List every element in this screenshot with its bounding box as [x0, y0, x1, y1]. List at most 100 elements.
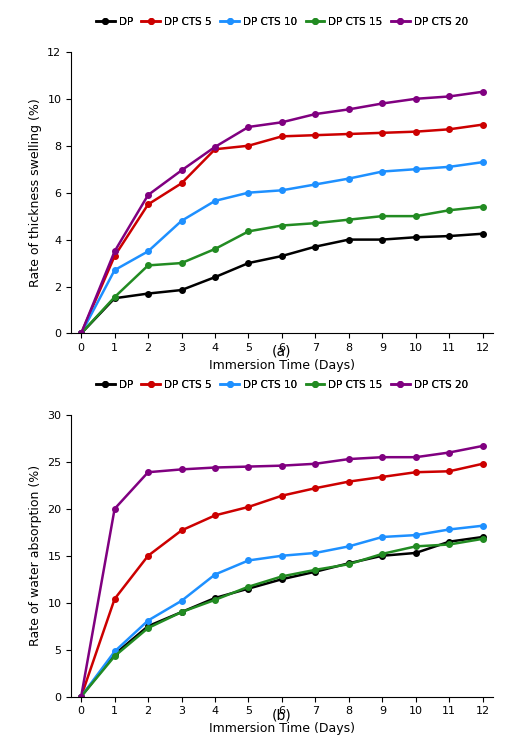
DP CTS 10 [446, 162, 452, 171]
DP CTS 15 [412, 212, 419, 221]
Line: DP CTS 15: DP CTS 15 [78, 536, 486, 700]
DP CTS 20 [178, 166, 184, 175]
DP [178, 608, 184, 617]
DP CTS 5 [346, 477, 352, 486]
DP CTS 5 [446, 467, 452, 476]
DP [145, 289, 151, 298]
DP CTS 20 [78, 329, 84, 338]
DP CTS 5 [212, 511, 218, 520]
DP CTS 20 [480, 87, 486, 96]
DP [145, 622, 151, 631]
DP CTS 20 [312, 110, 319, 119]
Line: DP CTS 5: DP CTS 5 [78, 461, 486, 700]
DP CTS 10 [212, 196, 218, 205]
DP CTS 15 [446, 540, 452, 549]
Line: DP CTS 5: DP CTS 5 [78, 122, 486, 336]
DP CTS 10 [212, 570, 218, 579]
DP CTS 10 [245, 556, 251, 565]
DP CTS 15 [346, 215, 352, 224]
DP CTS 20 [412, 453, 419, 462]
DP CTS 10 [312, 180, 319, 189]
DP CTS 20 [312, 459, 319, 468]
DP CTS 10 [412, 165, 419, 173]
DP CTS 15 [145, 261, 151, 270]
DP CTS 10 [412, 531, 419, 539]
DP CTS 20 [379, 99, 386, 108]
DP CTS 15 [279, 572, 285, 581]
DP CTS 5 [78, 692, 84, 701]
Legend: DP, DP CTS 5, DP CTS 10, DP CTS 15, DP CTS 20: DP, DP CTS 5, DP CTS 10, DP CTS 15, DP C… [91, 376, 472, 394]
DP [78, 692, 84, 701]
DP CTS 15 [312, 219, 319, 227]
DP CTS 20 [212, 142, 218, 151]
DP CTS 15 [279, 221, 285, 230]
DP [212, 594, 218, 602]
DP [379, 235, 386, 244]
DP CTS 5 [112, 252, 118, 261]
DP CTS 20 [412, 94, 419, 103]
DP CTS 10 [379, 167, 386, 176]
DP CTS 5 [412, 468, 419, 476]
DP CTS 5 [312, 484, 319, 493]
DP CTS 5 [480, 120, 486, 129]
DP CTS 5 [78, 329, 84, 338]
DP CTS 15 [78, 692, 84, 701]
DP CTS 5 [245, 142, 251, 150]
Line: DP CTS 10: DP CTS 10 [78, 159, 486, 336]
DP [78, 329, 84, 338]
DP CTS 5 [245, 502, 251, 511]
DP CTS 5 [112, 594, 118, 603]
DP CTS 5 [279, 491, 285, 500]
DP CTS 15 [112, 293, 118, 302]
DP CTS 10 [480, 521, 486, 530]
DP [312, 242, 319, 251]
DP [346, 559, 352, 568]
DP CTS 20 [446, 92, 452, 101]
DP CTS 15 [212, 596, 218, 605]
DP CTS 5 [212, 144, 218, 153]
Text: (a): (a) [272, 345, 292, 359]
Y-axis label: Rate of water absorption (%): Rate of water absorption (%) [29, 465, 42, 646]
Legend: DP, DP CTS 5, DP CTS 10, DP CTS 15, DP CTS 20: DP, DP CTS 5, DP CTS 10, DP CTS 15, DP C… [91, 13, 472, 31]
Line: DP: DP [78, 231, 486, 336]
DP CTS 20 [279, 118, 285, 127]
DP [480, 533, 486, 542]
DP [245, 259, 251, 268]
DP [245, 584, 251, 593]
DP CTS 20 [245, 462, 251, 471]
Line: DP CTS 20: DP CTS 20 [78, 89, 486, 336]
DP CTS 5 [145, 200, 151, 209]
DP CTS 10 [312, 548, 319, 557]
DP CTS 20 [145, 468, 151, 476]
DP CTS 5 [379, 473, 386, 482]
DP [279, 575, 285, 584]
DP [480, 229, 486, 238]
DP CTS 5 [279, 132, 285, 141]
DP CTS 20 [480, 442, 486, 451]
X-axis label: Immersion Time (Days): Immersion Time (Days) [209, 722, 355, 735]
DP CTS 10 [178, 216, 184, 225]
DP CTS 15 [446, 206, 452, 215]
X-axis label: Immersion Time (Days): Immersion Time (Days) [209, 359, 355, 372]
DP CTS 20 [245, 122, 251, 131]
DP CTS 15 [212, 245, 218, 253]
DP CTS 5 [446, 125, 452, 134]
DP CTS 10 [112, 647, 118, 656]
Line: DP: DP [78, 534, 486, 700]
Line: DP CTS 15: DP CTS 15 [78, 204, 486, 336]
DP CTS 20 [446, 448, 452, 457]
DP CTS 20 [112, 247, 118, 256]
DP CTS 10 [379, 533, 386, 542]
DP CTS 10 [112, 266, 118, 275]
Line: DP CTS 20: DP CTS 20 [78, 443, 486, 700]
DP CTS 15 [379, 549, 386, 558]
DP CTS 15 [78, 329, 84, 338]
Text: (b): (b) [272, 708, 292, 722]
DP CTS 10 [78, 692, 84, 701]
DP CTS 15 [346, 559, 352, 568]
DP CTS 20 [178, 465, 184, 473]
DP CTS 10 [480, 158, 486, 167]
DP [446, 537, 452, 546]
DP [312, 568, 319, 576]
DP CTS 10 [178, 597, 184, 605]
